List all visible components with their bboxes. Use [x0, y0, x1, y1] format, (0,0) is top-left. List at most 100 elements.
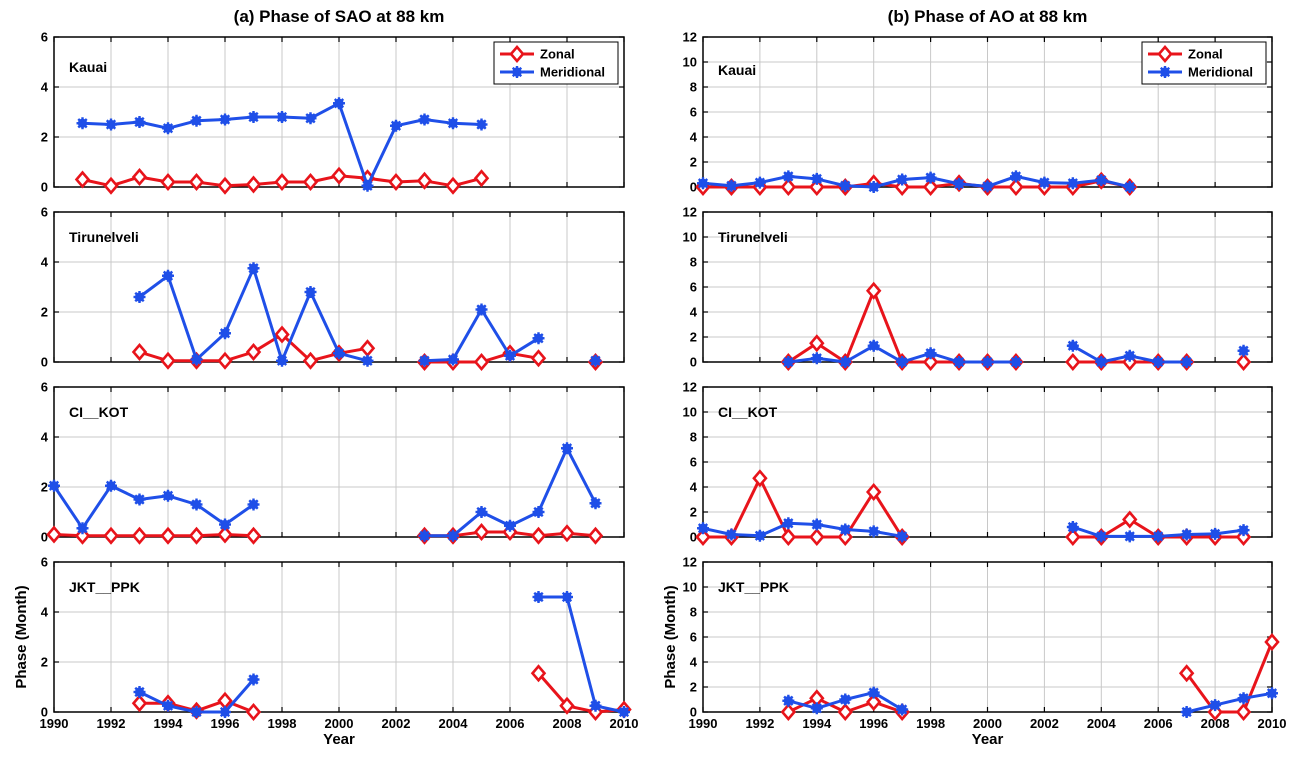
marker-spoke: [105, 119, 117, 130]
marker-spoke: [105, 480, 117, 491]
marker-spoke: [1067, 521, 1078, 533]
data-point: [1095, 356, 1108, 368]
x-tick-label: 1996: [211, 716, 240, 731]
x-tick-label: 2000: [973, 716, 1002, 731]
y-tick-label: 12: [683, 380, 697, 395]
data-point: [74, 170, 91, 189]
data-point: [1180, 356, 1193, 368]
data-point: [1123, 349, 1136, 362]
data-point: [1066, 339, 1079, 352]
y-tick-label: 4: [41, 430, 49, 445]
station-label: Kauai: [718, 62, 756, 78]
data-point: [418, 354, 431, 367]
data-point: [76, 117, 89, 130]
data-point: [1123, 530, 1136, 543]
series-meridional: [76, 97, 488, 192]
data-point: [247, 262, 260, 275]
series-meridional: [48, 442, 602, 542]
data-point: [160, 351, 176, 370]
y-tick-label: 4: [690, 480, 698, 495]
data-point: [697, 522, 709, 535]
marker-spoke: [783, 695, 794, 706]
y-tick-label: 12: [683, 555, 697, 570]
marker-spoke: [925, 172, 936, 183]
panel-tirunelveli: 0 2 4 6 Tirunelveli: [41, 205, 625, 371]
y-tick-label: 2: [690, 155, 697, 170]
x-tick-label: 1992: [97, 716, 126, 731]
data-point: [475, 118, 488, 131]
marker-spoke: [868, 340, 879, 351]
data-point: [247, 111, 260, 123]
marker-spoke: [868, 687, 879, 698]
marker-spoke: [1096, 356, 1107, 368]
data-point: [504, 519, 516, 532]
marker-spoke: [248, 263, 259, 274]
marker-spoke: [419, 530, 430, 541]
grid: [54, 37, 624, 187]
marker-spoke: [162, 700, 174, 711]
data-point: [752, 469, 768, 488]
marker-spoke: [868, 526, 879, 537]
marker-spoke: [982, 181, 993, 192]
y-tick-label: 0: [41, 180, 48, 195]
data-point: [810, 352, 823, 365]
data-point: [725, 179, 738, 192]
marker-spoke: [134, 291, 145, 303]
marker-spoke: [811, 353, 822, 364]
data-point: [867, 181, 880, 193]
data-point: [953, 356, 966, 368]
marker-spoke: [754, 177, 765, 188]
marker-spoke: [1210, 528, 1221, 539]
data-point: [190, 114, 203, 127]
data-point: [359, 339, 376, 358]
y-tick-label: 2: [690, 505, 697, 520]
marker-spoke: [476, 506, 487, 518]
marker-spoke: [697, 523, 709, 534]
data-point: [160, 526, 176, 545]
data-point: [753, 529, 766, 542]
data-point: [922, 178, 939, 196]
marker-spoke: [533, 506, 544, 518]
data-point: [530, 664, 547, 683]
data-point: [809, 528, 825, 546]
y-tick-label: 8: [690, 255, 697, 270]
y-tick-label: 4: [41, 80, 49, 95]
marker-spoke: [1153, 531, 1164, 542]
chart-title: (b) Phase of AO at 88 km: [888, 7, 1088, 26]
marker-spoke: [476, 304, 487, 315]
y-tick-label: 10: [683, 55, 697, 70]
marker-spoke: [276, 355, 288, 366]
series-line: [1186, 691, 1273, 714]
marker-spoke: [897, 174, 908, 185]
data-point: [530, 526, 547, 545]
grid: [703, 562, 1272, 712]
marker-spoke: [191, 499, 202, 510]
data-point: [217, 525, 233, 544]
y-tick-label: 0: [690, 180, 697, 195]
x-axis-label: Year: [323, 731, 355, 748]
marker-spoke: [191, 354, 202, 365]
legend-label: Zonal: [1188, 47, 1223, 62]
station-label: JKT__PPK: [718, 579, 789, 595]
series-zonal: [74, 166, 490, 195]
grid: [54, 387, 624, 537]
data-point: [160, 173, 176, 191]
data-point: [447, 353, 459, 366]
data-point: [981, 356, 994, 368]
chart-title: (a) Phase of SAO at 88 km: [234, 7, 445, 26]
marker-spoke: [726, 529, 737, 540]
marker-spoke: [897, 356, 908, 368]
chart-sao: (a) Phase of SAO at 88 km 0 2 4 6 Kauai Zonal M…: [13, 7, 638, 748]
ticks: [702, 211, 1273, 363]
data-point: [247, 673, 260, 686]
data-point: [46, 525, 62, 544]
y-tick-label: 4: [690, 655, 698, 670]
marker-spoke: [1238, 693, 1249, 704]
marker-spoke: [982, 356, 993, 368]
y-tick-label: 6: [41, 555, 48, 570]
station-label: CI__KOT: [69, 404, 129, 420]
series-meridional: [697, 170, 1136, 193]
data-point: [1008, 178, 1024, 196]
marker-spoke: [840, 694, 851, 705]
